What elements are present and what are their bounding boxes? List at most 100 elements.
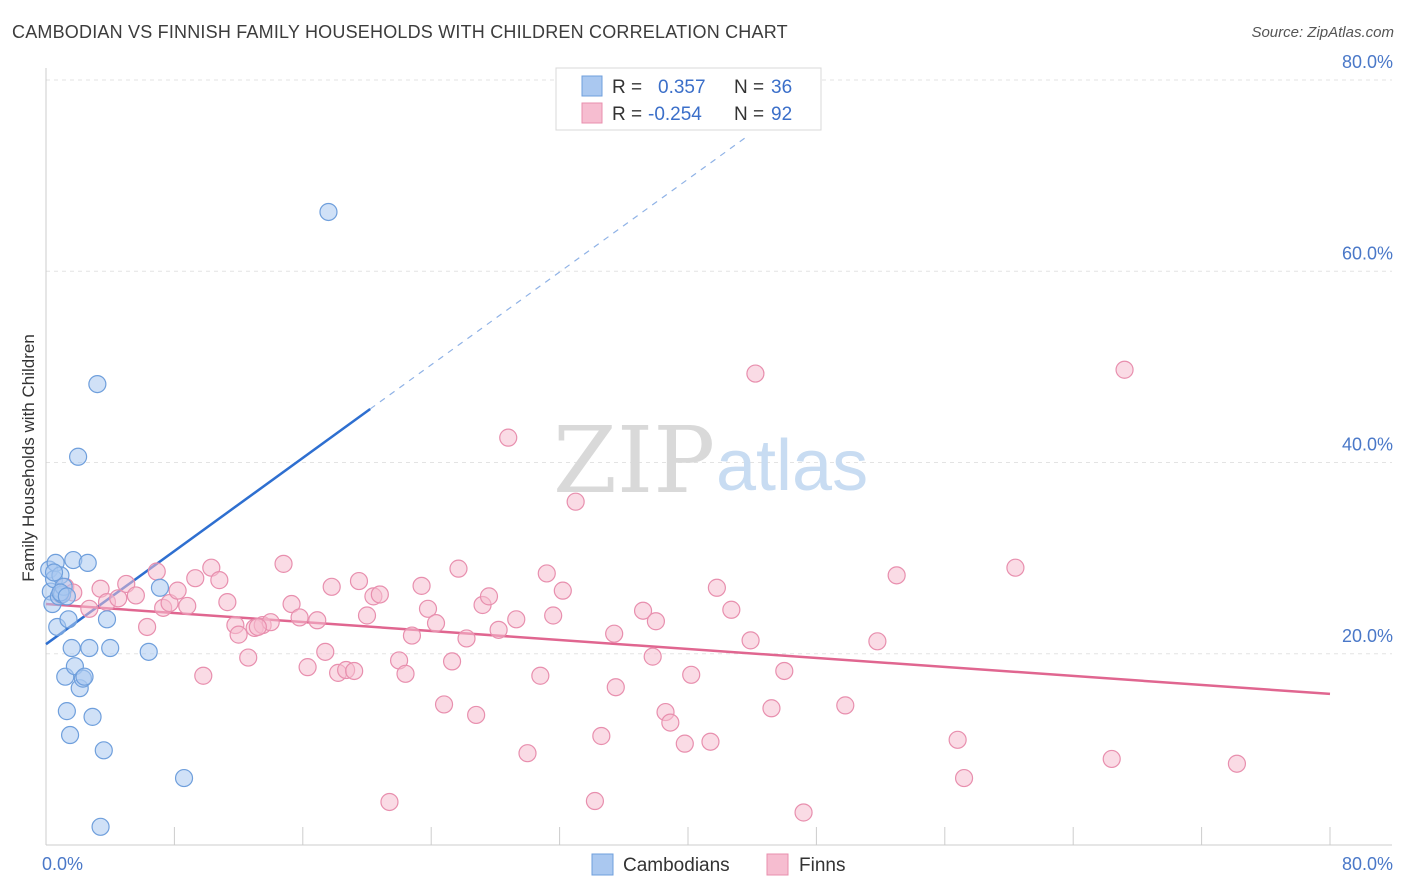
point-cambodians-31 [174,768,194,788]
bottom-legend-label-cambodians: Cambodians [623,855,730,876]
point-finns-76 [741,631,760,650]
point-cambodians-25 [94,741,113,760]
point-finns-73 [701,732,720,751]
point-finns-16 [194,666,213,685]
point-finns-90 [248,617,267,637]
point-finns-86 [1102,749,1121,769]
bottom-legend-swatch-cambodians [591,853,614,876]
point-finns-81 [868,632,887,651]
point-finns-35 [345,661,364,681]
y-tick-label-40: 40.0% [1342,435,1393,455]
legend-r-value-finns: -0.254 [648,104,702,125]
point-cambodians-14 [62,638,81,658]
point-finns-62 [585,791,605,811]
point-finns-91 [544,606,563,625]
point-finns-68 [646,612,666,631]
point-finns-43 [402,626,422,645]
point-finns-77 [746,364,765,383]
point-finns-45 [418,599,438,618]
trend-line-cambodians-extension [369,136,747,410]
point-finns-29 [298,658,317,677]
legend-n-label-cambodians: N = [734,77,764,98]
point-finns-31 [316,642,335,661]
point-finns-28 [290,608,309,627]
point-finns-74 [707,578,726,597]
point-finns-61 [566,492,585,511]
point-finns-56 [507,610,526,629]
point-finns-37 [357,606,377,625]
legend-n-label-finns: N = [734,104,764,125]
point-finns-54 [489,620,508,639]
point-cambodians-13 [60,725,80,745]
point-finns-63 [592,726,611,746]
point-finns-80 [836,696,855,715]
point-finns-66 [633,601,653,620]
point-finns-19 [218,593,237,612]
point-cambodians-12 [59,610,78,629]
point-finns-70 [661,713,680,732]
y-axis-label: Family Households with Children [19,334,38,582]
point-cambodians-17 [68,447,88,466]
grid-layer [46,79,1392,655]
point-finns-71 [675,734,694,753]
point-finns-89 [775,661,794,681]
point-finns-48 [442,652,462,671]
bottom-legend-label-finns: Finns [799,855,845,876]
point-finns-36 [349,571,369,591]
y-tick-label-80: 80.0% [1342,52,1393,72]
point-cambodians-11 [57,702,76,721]
point-finns-72 [682,665,701,684]
point-finns-46 [426,614,446,633]
x-tick-label-end: 80.0% [1342,854,1393,874]
legend-r-value-cambodians: 0.357 [658,77,706,98]
point-finns-75 [722,600,741,619]
legend-n-value-cambodians: 36 [771,77,792,98]
scatter-points [40,202,1247,836]
point-finns-18 [210,571,229,590]
point-finns-87 [1115,360,1134,379]
point-finns-9 [138,617,157,637]
point-finns-50 [457,629,476,648]
y-tick-labels: 20.0% 40.0% 60.0% 80.0% [1342,52,1393,646]
point-finns-8 [126,586,145,605]
y-tick-label-20: 20.0% [1342,626,1393,646]
point-finns-39 [370,585,389,604]
legend-swatch-cambodians [581,75,603,97]
watermark: ZIP atlas [553,407,868,514]
point-cambodians-22 [80,638,99,658]
point-finns-22 [239,648,258,667]
point-finns-15 [186,569,205,588]
point-finns-59 [537,564,556,583]
point-finns-60 [553,581,572,600]
point-cambodians-23 [83,707,102,726]
point-cambodians-35 [57,587,76,606]
y-tick-label-60: 60.0% [1342,243,1393,263]
correlation-legend: R = 0.357 N = 36 R = -0.254 N = 92 [555,67,822,131]
point-cambodians-30 [150,578,170,597]
point-finns-32 [322,577,341,596]
legend-swatch-finns [581,102,603,124]
point-finns-64 [605,624,624,643]
point-finns-78 [762,699,781,718]
point-finns-84 [954,768,974,788]
point-finns-53 [479,587,499,606]
point-cambodians-29 [139,642,158,661]
point-finns-44 [412,576,431,595]
point-finns-82 [887,566,906,585]
legend-n-value-finns: 92 [771,104,792,125]
point-finns-42 [396,664,415,683]
point-finns-14 [178,596,197,616]
legend-r-label-cambodians: R = [612,77,642,98]
point-cambodians-24 [88,374,107,394]
point-finns-30 [308,611,327,630]
series-legend: Cambodians Finns [591,853,845,876]
legend-r-label-finns: R = [612,104,642,125]
point-finns-79 [794,803,813,822]
point-finns-21 [229,625,248,644]
axis-layer [45,68,1392,846]
chart-title: CAMBODIAN VS FINNISH FAMILY HOUSEHOLDS W… [12,22,788,42]
point-cambodians-21 [78,553,97,573]
x-tick-labels: 0.0% 80.0% [42,854,1393,874]
x-tick-label-start: 0.0% [42,854,83,874]
